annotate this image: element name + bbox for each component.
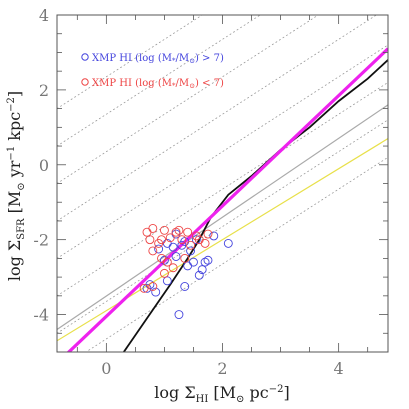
data-point-0-5 <box>186 246 196 256</box>
data-point-1-8 <box>171 227 181 237</box>
data-point-1-18 <box>159 268 169 278</box>
data-point-0-13 <box>223 238 233 248</box>
data-point-0-16 <box>159 255 169 265</box>
x-tick-label: 2 <box>217 359 227 378</box>
legend-marker-low-mass <box>81 78 89 86</box>
y-tick-label: 2 <box>39 81 49 100</box>
data-point-0-21 <box>174 310 184 320</box>
data-point-0-10 <box>197 265 207 275</box>
data-point-1-11 <box>183 227 193 237</box>
relation-line-4 <box>57 15 378 222</box>
data-point-0-15 <box>154 244 164 254</box>
data-point-0-18 <box>142 283 152 293</box>
relation-line-10 <box>123 59 388 352</box>
points-layer <box>139 223 233 320</box>
x-axis-label: log ΣHI [M⊙ pc−2] <box>154 383 289 405</box>
tick-labels: 0 2 4 -4 -2 0 2 4 <box>33 6 343 378</box>
legend-label-high-mass: XMP HI (log (M*/M⊙) > 7) <box>92 53 224 65</box>
data-point-0-9 <box>200 257 210 267</box>
y-tick-label: 4 <box>39 6 49 25</box>
data-point-1-7 <box>165 233 175 243</box>
data-point-1-10 <box>177 235 187 245</box>
y-tick-label: 0 <box>39 156 49 175</box>
legend: XMP HI (log (M*/M⊙) > 7) XMP HI (log (M*… <box>81 53 224 90</box>
data-point-1-15 <box>200 238 210 248</box>
data-point-1-4 <box>148 246 158 256</box>
data-point-1-6 <box>159 225 169 235</box>
relation-line-9 <box>57 138 388 342</box>
y-axis-label: log ΣSFR [M⊙ yr−1 kpc−2] <box>5 91 27 281</box>
data-point-1-21 <box>180 253 190 263</box>
data-point-0-23 <box>183 261 193 271</box>
data-point-0-20 <box>180 282 190 291</box>
ticks-layer <box>57 14 388 353</box>
data-point-1-22 <box>162 257 172 267</box>
data-point-0-22 <box>162 276 172 286</box>
data-point-0-14 <box>171 252 181 261</box>
data-point-1-12 <box>186 240 196 250</box>
data-point-0-12 <box>209 231 219 241</box>
data-point-0-19 <box>151 287 161 297</box>
x-tick-label: 0 <box>101 359 111 378</box>
relation-line-2 <box>57 82 388 297</box>
y-tick-label: -2 <box>33 231 49 250</box>
data-point-0-4 <box>177 240 187 250</box>
relation-line-5 <box>57 15 320 184</box>
data-point-0-6 <box>189 257 198 267</box>
data-point-1-2 <box>145 235 155 245</box>
relation-line-8 <box>57 104 388 331</box>
data-point-1-1 <box>148 223 158 233</box>
data-point-1-9 <box>174 225 184 235</box>
lines-layer <box>57 15 388 352</box>
relation-line-11 <box>66 47 388 352</box>
legend-label-low-mass: XMP HI (log (M*/M⊙) < 7) <box>92 78 224 90</box>
data-point-1-17 <box>168 263 178 273</box>
data-point-1-16 <box>203 229 213 239</box>
relation-line-0 <box>85 156 388 352</box>
relation-line-1 <box>57 119 388 334</box>
y-tick-label: -4 <box>33 306 49 325</box>
data-point-0-8 <box>194 270 204 280</box>
legend-marker-high-mass <box>81 53 89 61</box>
data-point-0-7 <box>191 235 201 245</box>
data-point-1-0 <box>142 227 152 237</box>
data-point-0-11 <box>203 255 213 265</box>
x-tick-label: 4 <box>334 359 344 378</box>
data-point-1-23 <box>157 235 166 245</box>
data-point-1-19 <box>148 282 158 291</box>
relation-line-3 <box>57 44 388 259</box>
data-point-1-20 <box>139 283 149 293</box>
data-point-0-1 <box>168 242 178 252</box>
